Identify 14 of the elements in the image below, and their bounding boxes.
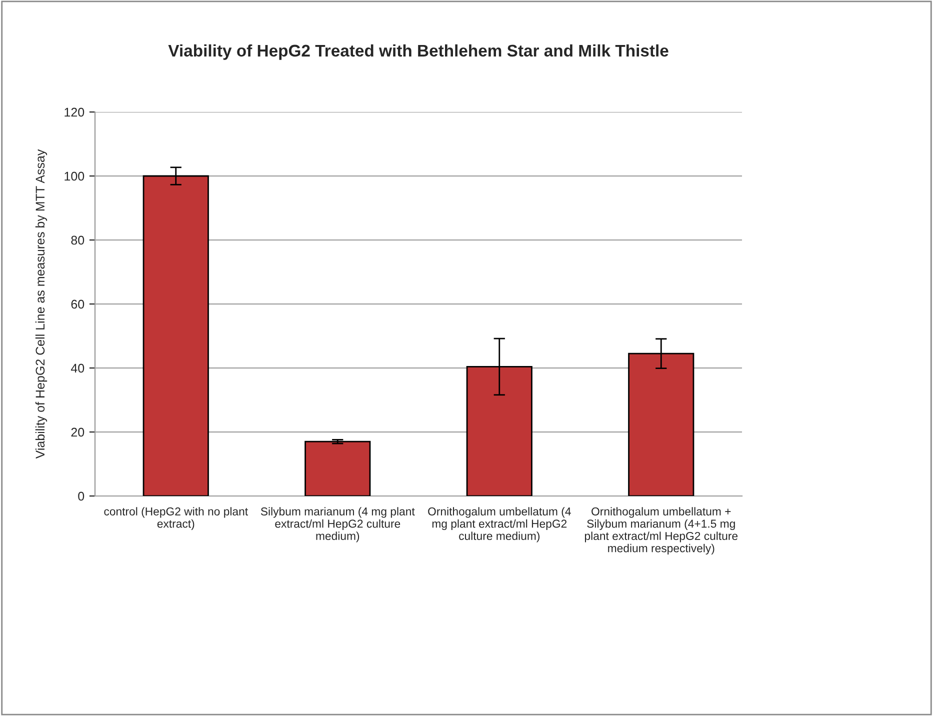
y-tick-label: 60 xyxy=(71,300,84,309)
y-tick-label: 100 xyxy=(64,172,84,181)
x-tick-label: Silybum marianum (4 mg plant extract/ml HepG2 culture medium) xyxy=(260,507,415,542)
y-tick-label: 40 xyxy=(70,364,84,373)
bar xyxy=(304,440,371,496)
y-tick-label: 20 xyxy=(71,428,84,437)
y-tick-label: 120 xyxy=(64,108,84,117)
chart-title: Viability of HepG2 Treated with Bethlehem Star and Milk Thistle xyxy=(168,44,668,60)
x-tick-label: control (HepG2 with no plant extract) xyxy=(104,507,248,530)
y-tick-label: 0 xyxy=(78,492,84,501)
y-tick-label: 80 xyxy=(71,236,84,245)
y-axis-title: Viability of HepG2 Cell Line as measures by MTT Assay xyxy=(35,149,48,459)
x-tick-label: Ornithogalum umbellatum (4 mg plant extract/ml HepG2 culture medium) xyxy=(428,507,571,542)
x-tick-label: Ornithogalum umbellatum + Silybum marianum (4+1.5 mg plant extract/ml HepG2 culture medium respectively) xyxy=(584,507,738,555)
